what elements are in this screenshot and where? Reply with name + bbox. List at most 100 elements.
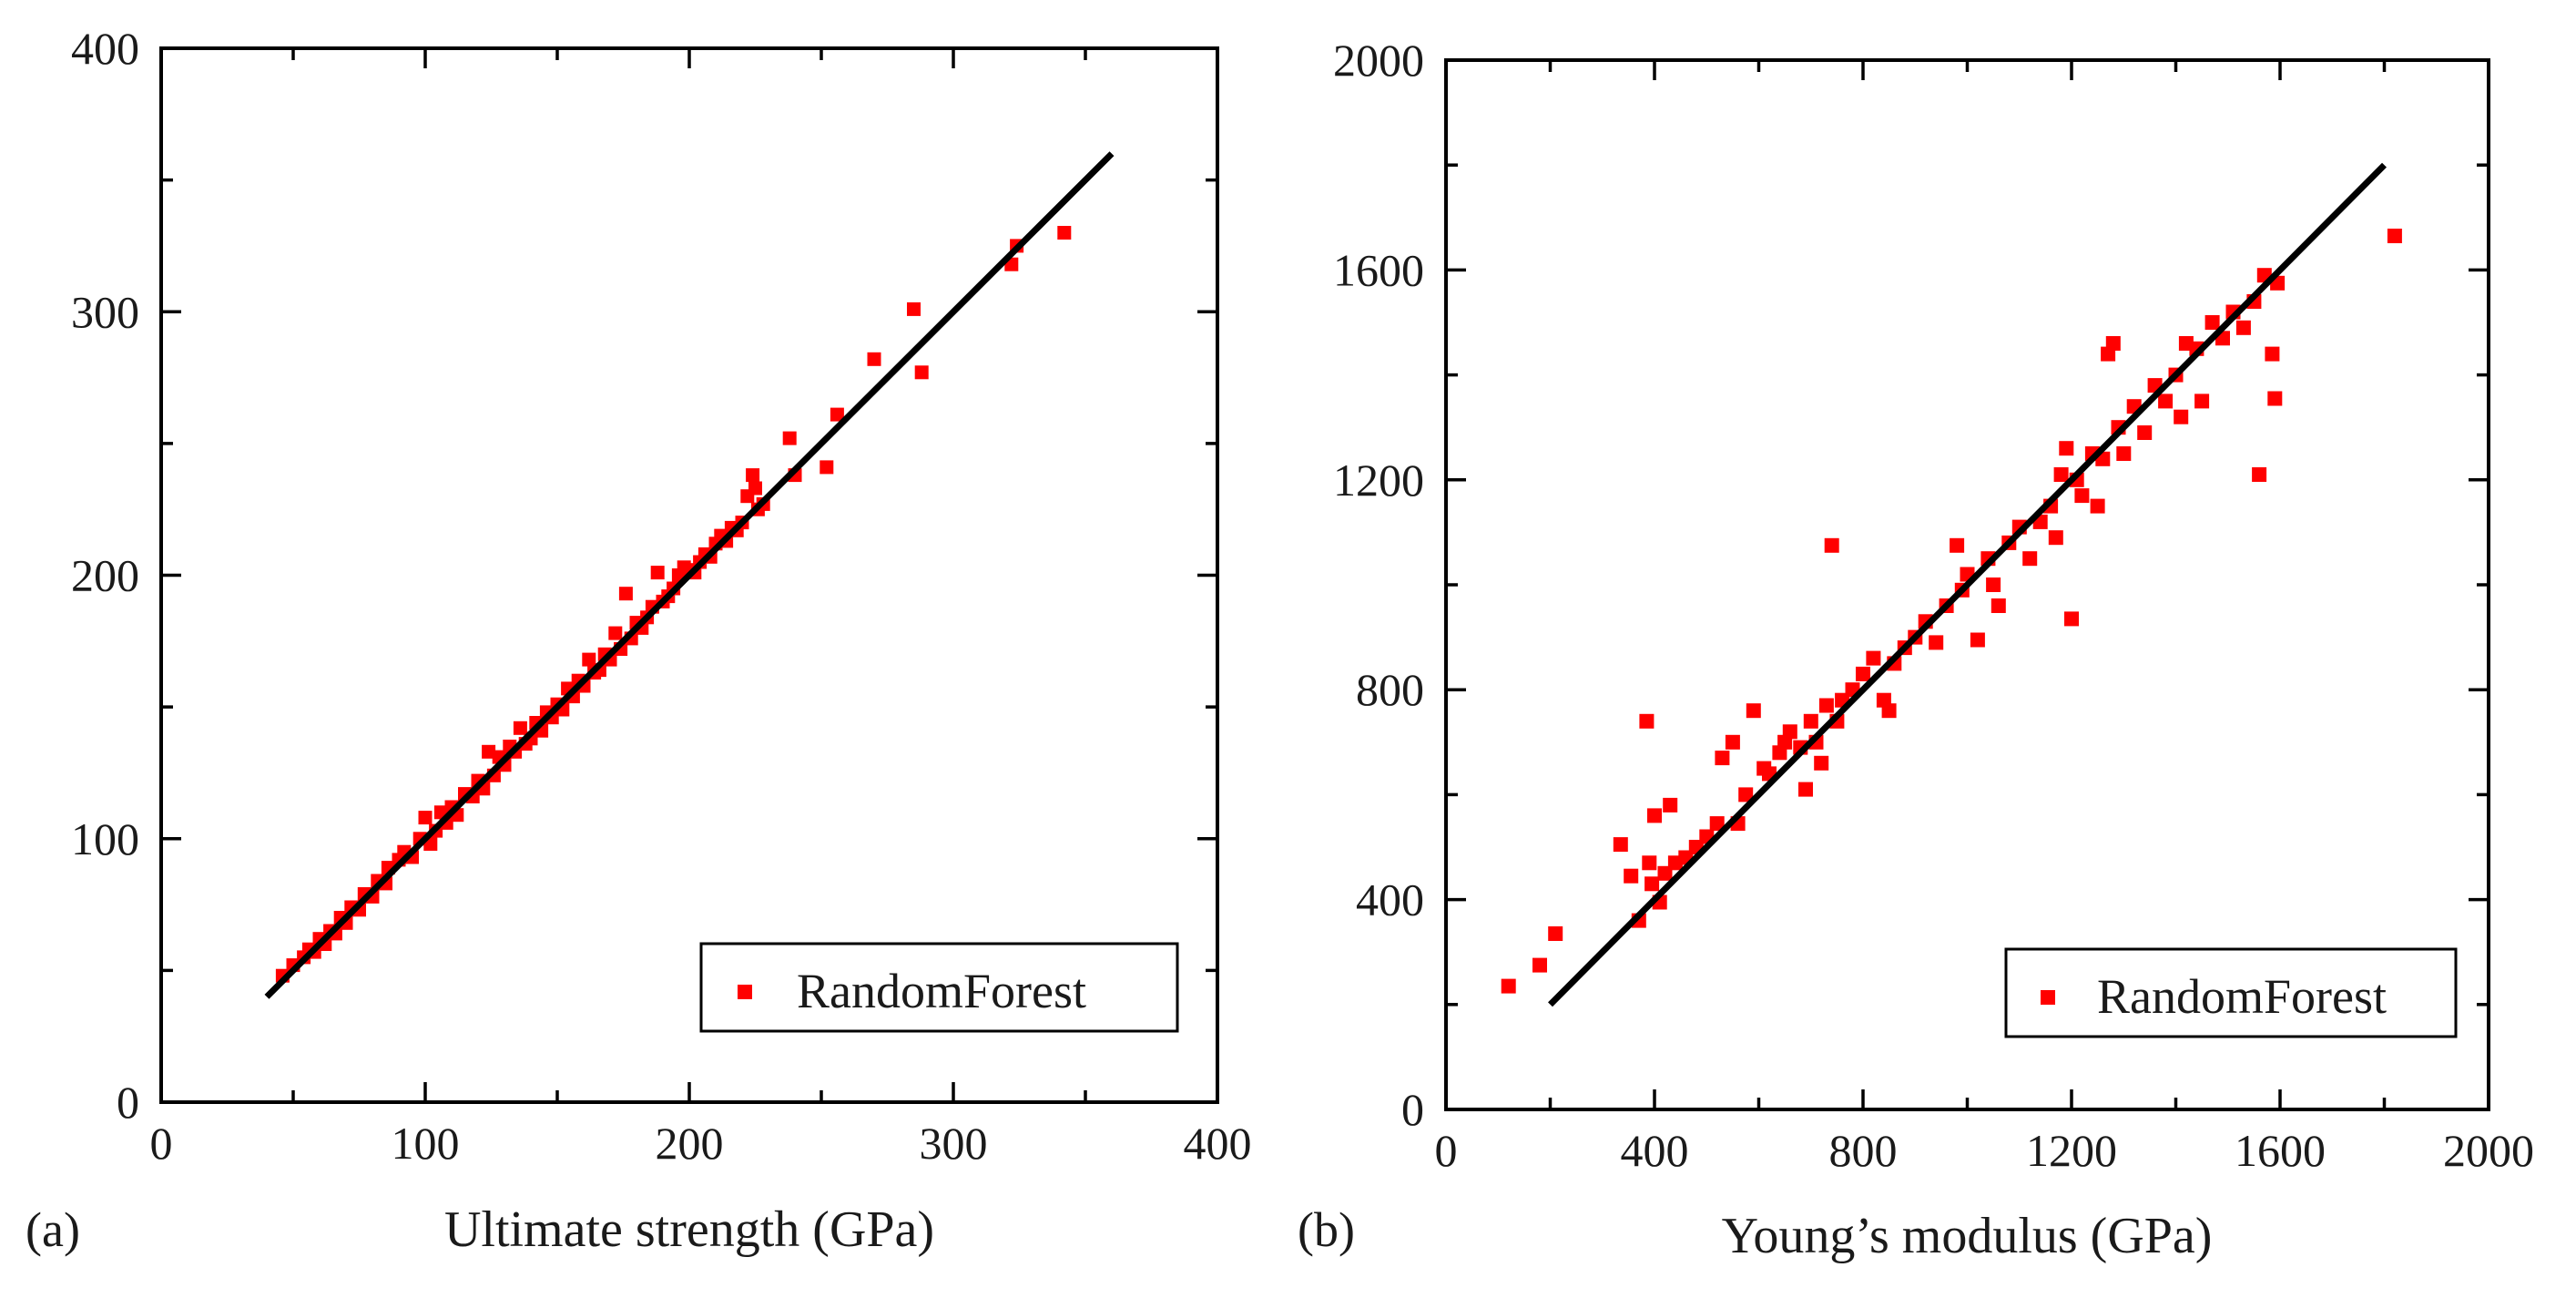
data-point [1929,635,1944,650]
data-point [513,721,527,735]
data-point [2265,346,2280,362]
data-point [1818,698,1834,713]
data-point [1824,537,1839,553]
data-point [1866,650,1881,666]
panel-a-legend-label: RandomForest [797,964,1086,1018]
data-point [2194,393,2210,409]
panel-b-data-points [1501,229,2402,994]
x-tick-label: 1600 [2235,1125,2326,1176]
data-point [867,352,881,366]
data-point [1642,855,1657,871]
data-point [1057,226,1072,240]
data-point [782,431,797,445]
data-point [2252,467,2267,482]
panel-a-tick-labels: 0 100 200 300 400 0 100 200 300 400 [71,23,1252,1169]
data-point [2074,488,2090,504]
y-tick-label: 0 [117,1077,139,1128]
panel-b-xaxis-title: Young’s modulus (GPa) [1722,1208,2213,1264]
y-tick-label: 100 [71,813,139,864]
data-point [1856,666,1870,681]
panel-a-ticks [159,46,1219,1104]
data-point [482,744,496,759]
data-point [1647,808,1662,823]
data-point [1624,868,1639,884]
x-tick-label: 300 [920,1118,988,1169]
x-tick-label: 400 [1621,1125,1689,1176]
data-point [1814,755,1829,771]
y-tick-label: 200 [71,550,139,601]
data-point [1548,926,1563,941]
data-point [2105,336,2121,351]
data-point [2116,446,2132,461]
data-point [1782,724,1797,740]
panel-a-legend-marker [738,985,752,999]
panel-b-ticks [1444,58,2490,1111]
data-point [2387,229,2402,243]
panel-a-xaxis-title: Ultimate strength (GPa) [444,1201,934,1258]
data-point [1639,713,1655,729]
panel-b-label: (b) [1298,1202,1355,1257]
panel-b-youngs-modulus-chart: 0 400 800 1200 1600 2000 0 400 800 1200 1600 2000 R… [1298,35,2534,1264]
data-point [2158,393,2174,409]
data-point [1644,876,1660,892]
data-point [2090,498,2105,514]
y-tick-label: 1200 [1333,455,1424,506]
y-tick-label: 0 [1401,1084,1424,1135]
x-tick-label: 200 [656,1118,724,1169]
x-tick-label: 0 [150,1118,173,1169]
data-point [1738,787,1754,802]
data-point [2137,425,2153,440]
data-point [650,566,665,580]
data-point [1950,537,1965,553]
data-point [1803,713,1818,729]
x-tick-label: 800 [1829,1125,1898,1176]
x-tick-label: 1200 [2026,1125,2117,1176]
y-tick-label: 400 [71,23,139,74]
y-tick-label: 800 [1356,664,1424,715]
data-point [2064,611,2079,627]
panel-b-tick-labels: 0 400 800 1200 1600 2000 0 400 800 1200 1600 2000 [1333,35,2534,1176]
data-point [1501,978,1516,994]
panel-b-legend-label: RandomForest [2097,969,2387,1024]
data-point [746,468,760,483]
panel-b-legend-marker [2041,990,2055,1005]
data-point [2267,391,2283,406]
data-point [830,407,844,422]
data-point [618,587,633,601]
y-tick-label: 400 [1356,874,1424,925]
data-point [2048,530,2063,546]
data-point [1746,703,1761,719]
data-point [2053,467,2069,482]
data-point [1709,816,1725,832]
data-point [2174,409,2189,424]
panel-b-legend-box [2004,947,2458,1038]
panel-a-legend-box [699,942,1179,1033]
panel-b-legend: RandomForest [2004,947,2458,1038]
panel-b-reference-line [1548,162,2387,1007]
data-point [2235,320,2251,335]
x-tick-label: 0 [1435,1125,1458,1176]
y-tick-label: 300 [71,286,139,337]
panel-a-label: (a) [25,1202,80,1257]
data-point [2204,315,2220,330]
data-point [914,365,929,380]
data-point [1991,598,2006,613]
x-tick-label: 100 [392,1118,460,1169]
data-point [1881,703,1897,719]
data-point [907,302,921,316]
data-point [820,460,834,475]
y-tick-label: 1600 [1333,244,1424,295]
data-point [2022,551,2038,567]
data-point [748,481,762,496]
panel-a-legend: RandomForest [699,942,1179,1033]
data-point [582,652,596,667]
data-point [1532,957,1547,973]
y-tick-label: 2000 [1333,35,1424,86]
data-point [608,626,623,640]
data-point [1970,632,1985,648]
panel-a-reference-line [264,151,1115,999]
data-point [1798,782,1813,797]
data-point [1986,577,2001,592]
data-point [2059,441,2074,456]
